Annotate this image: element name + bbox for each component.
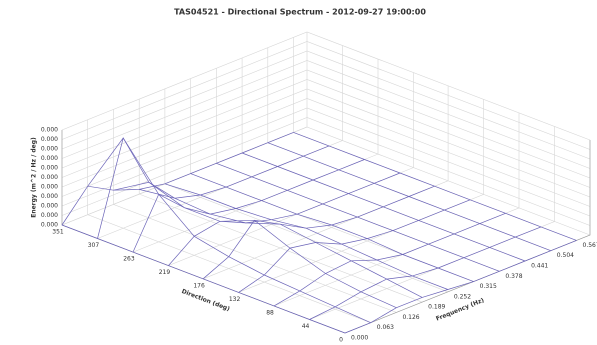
x-tick-label: 263 — [123, 256, 135, 263]
surface-line — [132, 159, 365, 253]
grid-line — [61, 32, 308, 226]
surface-line — [273, 212, 506, 307]
x-tick-label: 219 — [159, 269, 171, 276]
y-tick-label: 0.000 — [351, 335, 368, 342]
grid-line — [273, 112, 520, 307]
grid-line — [168, 72, 414, 266]
y-tick-label: 0.315 — [480, 283, 497, 290]
z-tick-label: 0.000 — [41, 165, 58, 172]
z-tick-label: 0.000 — [41, 222, 58, 229]
x-tick-label: 0 — [339, 337, 343, 344]
y-tick-label: 0.378 — [505, 273, 522, 280]
z-tick-label: 0.000 — [41, 155, 58, 162]
grid-line — [61, 79, 591, 188]
y-tick-label: 0.189 — [428, 304, 445, 311]
z-tick-label: 0.000 — [41, 184, 58, 191]
z-tick-label: 0.000 — [41, 212, 58, 219]
x-axis-title: Direction (deg) — [181, 288, 232, 313]
grid-line — [61, 31, 591, 141]
grid-line — [293, 37, 577, 241]
surface-line — [190, 173, 474, 282]
x-tick-label: 88 — [266, 309, 274, 316]
grid-line — [61, 107, 591, 217]
surface-line — [61, 224, 346, 334]
y-tick-label: 0.126 — [402, 314, 419, 321]
grid-line — [97, 45, 343, 239]
grid-line — [61, 41, 591, 150]
z-tick-label: 0.000 — [41, 203, 58, 210]
z-tick-label: 0.000 — [41, 136, 58, 143]
surface-line — [87, 137, 371, 324]
z-tick-label: 0.000 — [41, 174, 58, 181]
surface-line — [61, 132, 294, 226]
surface-line — [309, 226, 542, 320]
y-tick-label: 0.252 — [454, 293, 471, 300]
grid-line — [61, 117, 591, 226]
surface-line — [139, 189, 423, 298]
grid-line — [202, 85, 449, 280]
surface-line — [168, 172, 401, 266]
surface-line — [241, 152, 526, 262]
z-tick-label: 0.000 — [41, 127, 58, 134]
z-axis-title: Energy (m^2 / Hz / deg) — [31, 137, 38, 218]
x-tick-label: 44 — [302, 323, 310, 330]
surface-line — [97, 137, 330, 239]
x-tick-label: 132 — [229, 296, 241, 303]
grid-line — [267, 47, 551, 251]
surface-line — [293, 132, 577, 241]
surface-line — [164, 183, 449, 290]
grid-line — [61, 126, 591, 236]
grid-line — [238, 99, 484, 293]
y-tick-label: 0.504 — [557, 252, 574, 259]
y-tick-label: 0.567 — [583, 242, 597, 249]
grid-line — [61, 60, 591, 169]
x-tick-label: 307 — [88, 242, 100, 249]
surface-line — [216, 162, 500, 272]
surface-line — [238, 199, 471, 293]
z-tick-label: 0.000 — [41, 193, 58, 200]
grid-line — [61, 50, 591, 160]
z-tick-label: 0.000 — [41, 146, 58, 153]
surface-line — [202, 185, 435, 280]
grid-line — [61, 98, 591, 207]
surface-line — [267, 142, 551, 252]
y-tick-label: 0.063 — [377, 324, 394, 331]
surface-line — [113, 181, 397, 309]
y-tick-label: 0.441 — [531, 262, 548, 269]
chart-title: TAS04521 - Directional Spectrum - 2012-0… — [174, 8, 426, 17]
grid-line — [61, 69, 591, 179]
x-tick-label: 351 — [52, 229, 64, 236]
grid-line — [309, 126, 555, 320]
grid-line — [61, 88, 591, 198]
surface-line — [344, 240, 577, 334]
x-tick-label: 176 — [193, 282, 205, 289]
